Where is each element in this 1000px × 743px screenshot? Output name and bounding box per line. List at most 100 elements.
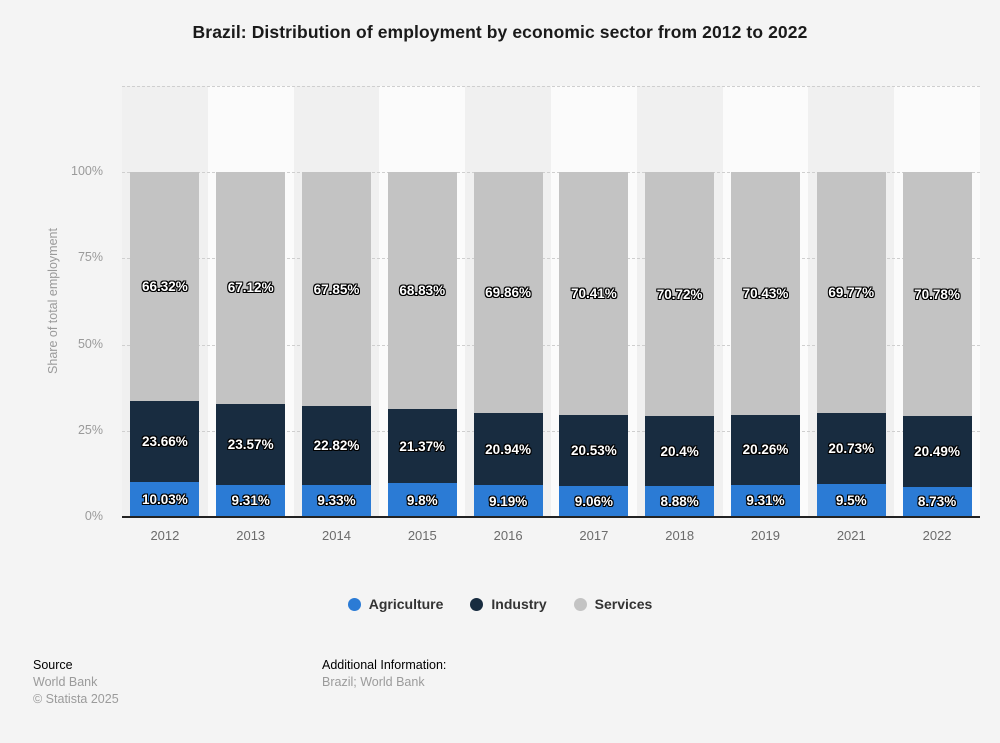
stacked-bar-2015: 68.83% 21.37% 9.8% xyxy=(387,172,457,517)
stacked-bar-2022: 70.78% 20.49% 8.73% xyxy=(902,172,972,517)
legend-label: Industry xyxy=(491,596,547,612)
data-label-industry-2015: 21.37% xyxy=(399,438,446,454)
bar-column-2022: 70.78% 20.49% 8.73% xyxy=(894,86,980,517)
bar-column-2021: 69.77% 20.73% 9.5% xyxy=(808,86,894,517)
bar-column-2015: 68.83% 21.37% 9.8% xyxy=(379,86,465,517)
stacked-bar-2017: 70.41% 20.53% 9.06% xyxy=(559,172,629,517)
y-tick-75: 75% xyxy=(77,250,103,265)
data-label-services-2017: 70.41% xyxy=(570,285,617,301)
additional-information-heading: Additional Information: xyxy=(322,658,447,672)
data-label-services-2014: 67.85% xyxy=(313,281,360,297)
y-axis-ticks: 0% 25% 50% 75% 100% xyxy=(0,86,103,523)
bar-column-2018: 70.72% 20.4% 8.88% xyxy=(637,86,723,517)
data-label-industry-2016: 20.94% xyxy=(485,441,531,457)
segment-agriculture-2016: 9.19% xyxy=(473,485,543,517)
y-tick-100: 100% xyxy=(71,164,103,178)
segment-services-2015: 68.83% xyxy=(387,172,457,410)
data-label-industry-2021: 20.73% xyxy=(828,440,875,456)
plot-slots: 66.32% 23.66% 10.03% 67.12% 23.57% 9.31% 67.85… xyxy=(122,86,980,517)
stacked-bar-2013: 67.12% 23.57% 9.31% xyxy=(216,172,286,517)
stacked-bar-2016: 69.86% 20.94% 9.19% xyxy=(473,172,543,517)
chart-title: Brazil: Distribution of employment by ec… xyxy=(192,22,808,42)
segment-industry-2014: 22.82% xyxy=(301,406,371,485)
segment-industry-2017: 20.53% xyxy=(559,414,629,486)
data-label-agriculture-2022: 8.73% xyxy=(917,494,957,510)
x-axis-label-2018: 2018 xyxy=(665,528,695,543)
segment-agriculture-2018: 8.88% xyxy=(645,486,715,517)
plot-area: 66.32% 23.66% 10.03% 67.12% 23.57% 9.31% 67.85… xyxy=(122,86,980,518)
segment-agriculture-2013: 9.31% xyxy=(216,484,286,517)
bar-column-2013: 67.12% 23.57% 9.31% xyxy=(208,86,294,517)
legend-item-services[interactable]: Services xyxy=(573,596,653,612)
segment-agriculture-2022: 8.73% xyxy=(902,486,972,517)
legend-item-industry[interactable]: Industry xyxy=(470,596,547,612)
gridline-top xyxy=(122,86,980,87)
gridline-25 xyxy=(122,430,980,432)
x-axis-label-2014: 2014 xyxy=(322,528,351,543)
segment-services-2022: 70.78% xyxy=(902,172,972,417)
x-axis-label-2015: 2015 xyxy=(407,528,437,543)
bar-column-2016: 69.86% 20.94% 9.19% xyxy=(465,86,551,517)
stacked-bar-2014: 67.85% 22.82% 9.33% xyxy=(301,172,371,517)
data-label-services-2021: 69.77% xyxy=(828,284,875,300)
data-label-industry-2019: 20.26% xyxy=(742,442,789,458)
segment-agriculture-2015: 9.8% xyxy=(387,483,457,517)
segment-agriculture-2017: 9.06% xyxy=(559,485,629,517)
agriculture-color-dot-icon xyxy=(347,597,361,611)
gridline-100 xyxy=(122,172,980,173)
segment-industry-2022: 20.49% xyxy=(902,416,972,487)
segment-industry-2016: 20.94% xyxy=(473,413,543,486)
segment-services-2019: 70.43% xyxy=(730,172,800,415)
data-label-agriculture-2018: 8.88% xyxy=(660,494,699,510)
data-label-industry-2014: 22.82% xyxy=(313,437,360,453)
data-label-services-2016: 69.86% xyxy=(485,285,531,301)
segment-agriculture-2012: 10.03% xyxy=(130,482,200,517)
stacked-bar-2012: 66.32% 23.66% 10.03% xyxy=(130,171,200,517)
legend-label: Services xyxy=(594,596,653,612)
data-label-agriculture-2021: 9.5% xyxy=(835,493,867,509)
source-name: World Bank xyxy=(33,675,98,689)
x-axis-labels: 2012 2013 2014 2015 2016 2017 2018 2019 2021 2022 xyxy=(122,528,980,543)
segment-industry-2018: 20.4% xyxy=(645,416,715,487)
segment-services-2016: 69.86% xyxy=(473,172,543,414)
data-label-agriculture-2012: 10.03% xyxy=(141,492,188,508)
bar-column-2012: 66.32% 23.66% 10.03% xyxy=(122,86,208,517)
data-label-agriculture-2019: 9.31% xyxy=(746,493,785,509)
data-label-services-2019: 70.43% xyxy=(742,286,789,302)
y-tick-50: 50% xyxy=(77,336,103,351)
data-label-industry-2012: 23.66% xyxy=(141,434,188,450)
stacked-bar-2018: 70.72% 20.4% 8.88% xyxy=(645,172,715,517)
legend: Agriculture Industry Services xyxy=(0,596,1000,612)
stacked-bar-2021: 69.77% 20.73% 9.5% xyxy=(816,172,886,517)
y-tick-0: 0% xyxy=(84,509,103,523)
bar-column-2014: 67.85% 22.82% 9.33% xyxy=(294,86,380,517)
data-label-agriculture-2016: 9.19% xyxy=(488,493,528,509)
y-tick-25: 25% xyxy=(77,422,103,437)
legend-item-agriculture[interactable]: Agriculture xyxy=(347,596,443,612)
segment-services-2021: 69.77% xyxy=(816,172,886,413)
segment-industry-2012: 23.66% xyxy=(130,400,200,483)
x-axis-label-2021: 2021 xyxy=(836,528,866,543)
source-block: Source World Bank © Statista 2025 xyxy=(33,657,119,708)
data-label-agriculture-2015: 9.8% xyxy=(406,492,438,508)
segment-agriculture-2019: 9.31% xyxy=(730,484,800,517)
data-label-services-2022: 70.78% xyxy=(914,286,960,302)
segment-services-2012: 66.32% xyxy=(130,171,200,401)
x-axis-baseline xyxy=(122,516,980,518)
x-axis-label-2017: 2017 xyxy=(579,528,609,543)
services-color-dot-icon xyxy=(573,597,587,611)
data-label-services-2018: 70.72% xyxy=(656,286,703,302)
segment-industry-2019: 20.26% xyxy=(730,415,800,485)
statista-copyright: © Statista 2025 xyxy=(33,692,119,706)
data-label-industry-2017: 20.53% xyxy=(570,442,617,458)
data-label-services-2012: 66.32% xyxy=(141,278,188,294)
data-label-industry-2013: 23.57% xyxy=(227,436,274,452)
segment-services-2013: 67.12% xyxy=(216,172,286,404)
data-label-services-2015: 68.83% xyxy=(399,283,446,299)
additional-information-block: Additional Information: Brazil; World Ba… xyxy=(322,657,446,691)
segment-services-2018: 70.72% xyxy=(645,172,715,416)
bar-column-2019: 70.43% 20.26% 9.31% xyxy=(723,86,809,517)
data-label-agriculture-2017: 9.06% xyxy=(574,493,614,509)
gridline-75 xyxy=(122,258,980,260)
source-heading: Source xyxy=(33,658,73,672)
